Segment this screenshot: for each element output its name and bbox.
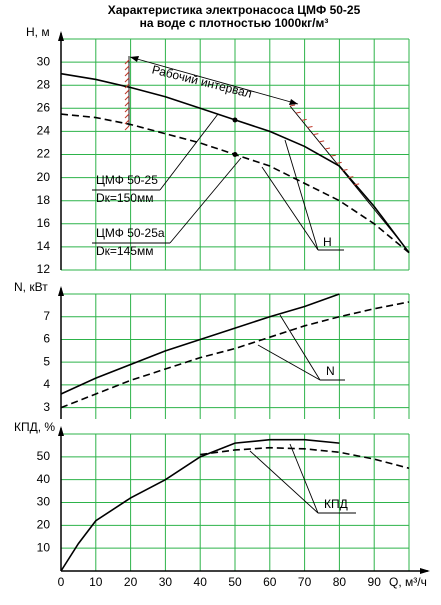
x-tick-label: 0 — [58, 575, 65, 589]
hatch — [295, 111, 301, 114]
y-tick-label: 50 — [37, 449, 51, 463]
series-line — [60, 438, 340, 572]
hatch — [124, 125, 130, 131]
y-tick-label: 3 — [43, 400, 50, 414]
hatch — [124, 119, 130, 125]
y-tick-label: 26 — [37, 100, 51, 114]
series-label: ЦМФ 50-25а — [96, 226, 165, 240]
y-tick-label: 7 — [43, 309, 50, 323]
leader-line — [257, 344, 321, 381]
hatch — [342, 169, 348, 171]
y-tick-label: 6 — [43, 332, 50, 346]
hatch — [124, 59, 130, 65]
x-tick-label: 50 — [228, 575, 242, 589]
hatch — [348, 176, 354, 179]
point-marker — [232, 117, 238, 123]
axis-arrow — [58, 426, 64, 436]
leader-line — [284, 139, 319, 251]
x-tick-label: 30 — [159, 575, 173, 589]
hatch — [124, 71, 130, 77]
axis-arrow — [420, 568, 430, 574]
y-tick-label: 28 — [37, 77, 51, 91]
hatch — [124, 89, 130, 95]
leader-line — [169, 157, 242, 244]
hatch — [124, 107, 130, 113]
y-tick-label: 20 — [37, 170, 51, 184]
y-axis-label: КПД, % — [14, 420, 55, 434]
series-label: ЦМФ 50-25 — [96, 173, 158, 187]
arrow-head — [289, 99, 298, 105]
leader-line — [289, 443, 319, 514]
y-tick-label: 18 — [37, 193, 51, 207]
hatch — [124, 83, 130, 89]
annotation: H — [323, 235, 332, 249]
axis-arrow — [58, 31, 64, 41]
series-line — [200, 446, 410, 470]
hatch — [324, 147, 331, 150]
hatch — [319, 140, 325, 143]
y-tick-label: 14 — [37, 239, 51, 253]
hatch — [124, 77, 130, 83]
y-tick-label: 12 — [37, 262, 51, 276]
y-tick-label: 20 — [37, 518, 51, 532]
axis-arrow — [58, 286, 64, 296]
y-tick-label: 5 — [43, 354, 50, 368]
annotation: Dк=145мм — [96, 244, 153, 258]
annotation: N — [326, 364, 335, 378]
hatch — [124, 95, 130, 101]
leader-line — [279, 314, 321, 381]
hatch — [301, 118, 307, 121]
leader-line — [159, 113, 219, 191]
annotation: Рабочий интервал — [151, 62, 254, 100]
y-tick-label: 4 — [43, 377, 50, 391]
x-tick-label: 70 — [298, 575, 312, 589]
y-tick-label: 22 — [37, 147, 51, 161]
series-line — [60, 293, 340, 395]
x-tick-label: 10 — [89, 575, 103, 589]
x-axis-label: Q, м³/ч — [389, 575, 427, 589]
hatch — [124, 65, 130, 71]
hatch — [289, 104, 296, 107]
annotation: Dк=150мм — [96, 191, 153, 205]
leader-line — [261, 166, 319, 251]
chart-subtitle: на воде с плотностью 1000кг/м³ — [140, 16, 329, 30]
point-marker — [232, 152, 238, 157]
hatch — [330, 154, 336, 157]
hatch — [354, 183, 360, 186]
y-tick-label: 30 — [37, 495, 51, 509]
hatch — [124, 113, 130, 119]
y-axis-label: N, кВт — [14, 280, 48, 294]
leader-line — [289, 105, 410, 253]
y-tick-label: 10 — [37, 540, 51, 554]
y-tick-label: 30 — [37, 54, 51, 68]
x-tick-label: 60 — [263, 575, 277, 589]
hatch — [313, 133, 319, 136]
leader-line — [129, 56, 299, 105]
chart-title: Характеристика электронасоса ЦМФ 50-25 — [108, 3, 361, 17]
leader-line — [249, 450, 319, 514]
y-axis-label: H, м — [26, 25, 50, 39]
annotation: КПД — [324, 497, 348, 511]
x-tick-label: 80 — [333, 575, 347, 589]
y-tick-label: 24 — [37, 124, 51, 138]
hatch — [124, 101, 130, 107]
x-tick-label: 40 — [194, 575, 208, 589]
y-tick-label: 40 — [37, 472, 51, 486]
y-tick-label: 16 — [37, 216, 51, 230]
x-tick-label: 20 — [124, 575, 138, 589]
x-tick-label: 90 — [368, 575, 382, 589]
arrow-head — [130, 56, 139, 62]
hatch — [307, 126, 313, 128]
hatch — [336, 161, 342, 164]
